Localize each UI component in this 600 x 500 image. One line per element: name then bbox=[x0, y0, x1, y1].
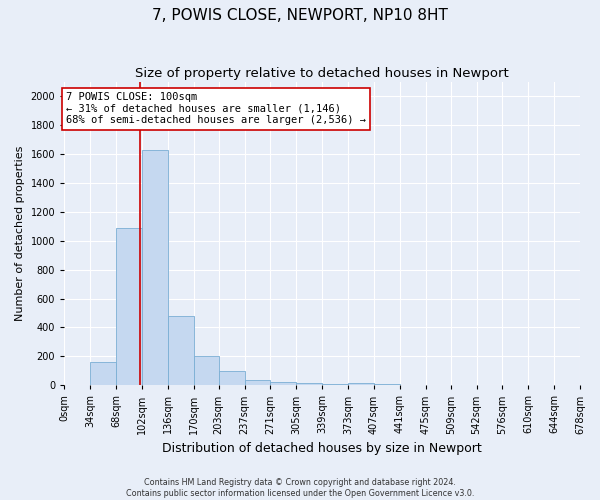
Bar bbox=[296, 383, 322, 386]
Bar bbox=[348, 383, 374, 386]
Bar bbox=[194, 356, 218, 386]
Bar bbox=[271, 382, 296, 386]
Bar bbox=[218, 371, 245, 386]
X-axis label: Distribution of detached houses by size in Newport: Distribution of detached houses by size … bbox=[162, 442, 482, 455]
Bar bbox=[245, 380, 271, 386]
Text: 7, POWIS CLOSE, NEWPORT, NP10 8HT: 7, POWIS CLOSE, NEWPORT, NP10 8HT bbox=[152, 8, 448, 22]
Bar bbox=[322, 384, 348, 386]
Title: Size of property relative to detached houses in Newport: Size of property relative to detached ho… bbox=[135, 68, 509, 80]
Text: Contains HM Land Registry data © Crown copyright and database right 2024.
Contai: Contains HM Land Registry data © Crown c… bbox=[126, 478, 474, 498]
Bar bbox=[90, 362, 116, 386]
Y-axis label: Number of detached properties: Number of detached properties bbox=[15, 146, 25, 321]
Bar bbox=[116, 228, 142, 386]
Bar bbox=[142, 150, 167, 386]
Bar bbox=[374, 384, 400, 386]
Bar bbox=[167, 316, 194, 386]
Text: 7 POWIS CLOSE: 100sqm
← 31% of detached houses are smaller (1,146)
68% of semi-d: 7 POWIS CLOSE: 100sqm ← 31% of detached … bbox=[66, 92, 366, 126]
